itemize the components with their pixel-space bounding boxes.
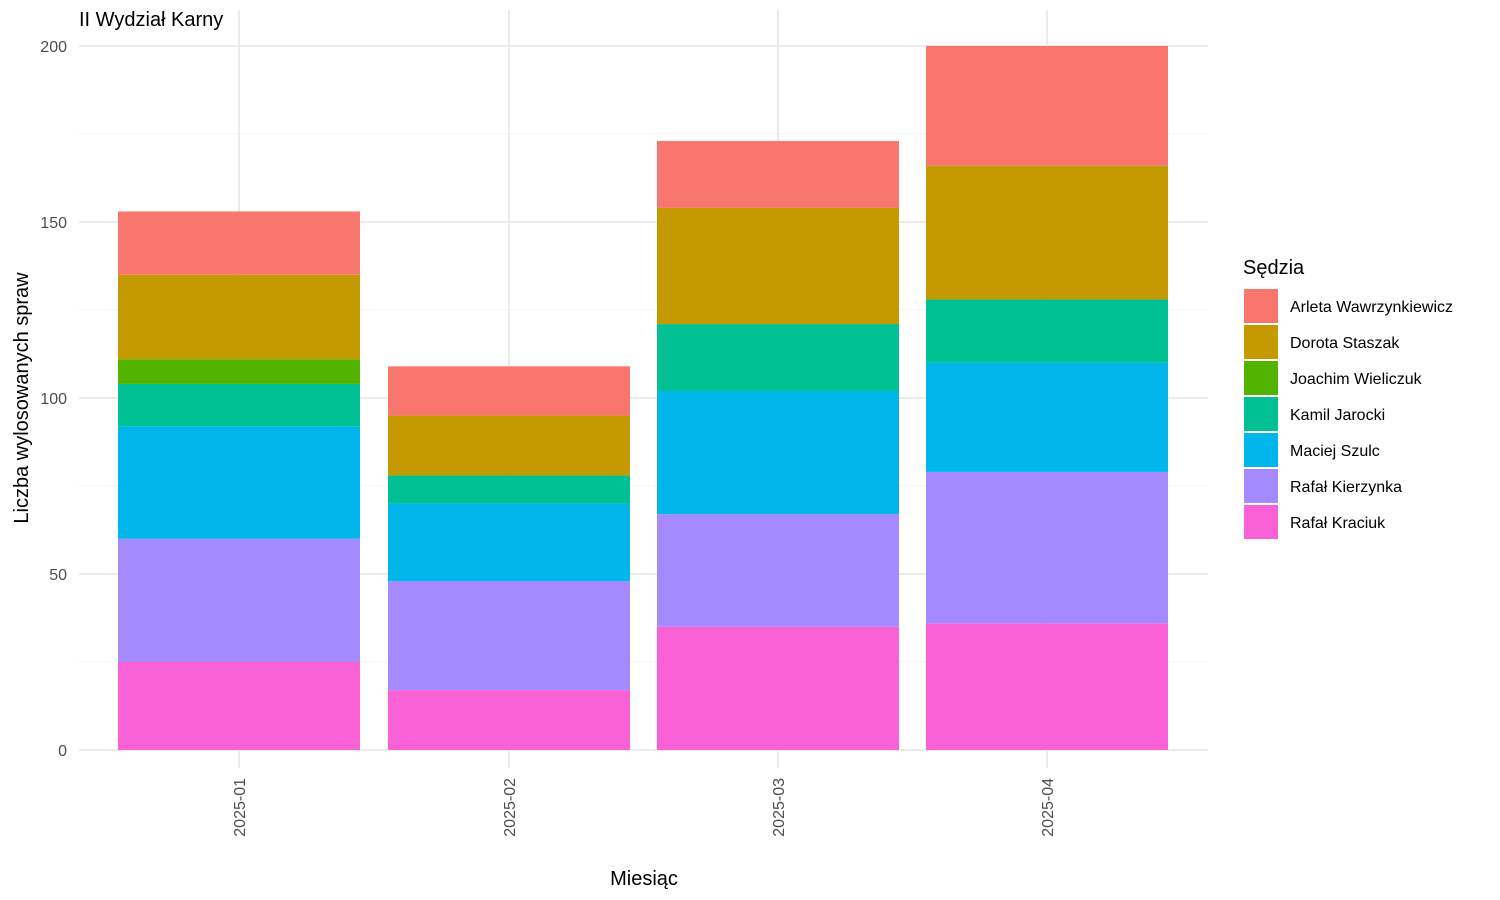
bar-segment [657,207,899,325]
bar-segment [118,359,360,384]
bar-segment [388,503,630,582]
bar-segment [118,211,360,275]
legend-swatch [1244,505,1278,539]
y-tick-label: 200 [40,39,67,56]
y-axis-ticks: 0 50 100 150 200 [40,39,67,760]
bar-segment [657,390,899,515]
bar-segment [926,165,1168,300]
y-tick-label: 100 [40,391,67,408]
y-tick-label: 50 [49,567,67,584]
legend-swatch [1244,469,1278,503]
legend-title: Sędzia [1243,257,1305,279]
x-axis-ticks: 2025-01 2025-02 2025-03 2025-04 [232,778,1057,837]
bar-segment [926,46,1168,166]
bar-segment [657,626,899,750]
bar-segment [118,538,360,662]
legend-label: Joachim Wieliczuk [1290,371,1423,388]
bar-segment [657,141,899,208]
x-tick-label: 2025-01 [232,778,249,837]
bar-segment [657,324,899,391]
x-tick-label: 2025-02 [502,778,519,837]
bar-segment [388,415,630,476]
legend-label: Rafał Kraciuk [1290,515,1386,532]
chart-title: II Wydział Karny [79,9,223,31]
bar-segment [388,690,630,750]
bar-segment [657,514,899,627]
legend-swatch [1244,289,1278,323]
bar-segment [118,426,360,539]
bar-segment [388,475,630,504]
x-tick-label: 2025-04 [1040,778,1057,837]
y-axis-title: Liczba wylosowanych spraw [11,272,33,524]
bar-segment [118,274,360,360]
legend: Sędzia Arleta Wawrzynkiewicz Dorota Stasz… [1243,257,1453,539]
bar-segment [388,366,630,416]
x-tick-label: 2025-03 [771,778,788,837]
bar-segment [926,471,1168,624]
legend-items: Arleta Wawrzynkiewicz Dorota Staszak Joach… [1244,289,1453,539]
y-tick-label: 0 [58,743,67,760]
bar-segment [118,383,360,427]
bar-segment [926,362,1168,472]
legend-swatch [1244,433,1278,467]
legend-label: Maciej Szulc [1290,443,1380,460]
bar-segment [118,662,360,750]
bars-layer [118,46,1168,750]
bar-segment [926,623,1168,750]
bar-segment [388,581,630,691]
legend-swatch [1244,361,1278,395]
legend-label: Dorota Staszak [1290,335,1400,352]
legend-swatch [1244,325,1278,359]
y-tick-label: 150 [40,215,67,232]
legend-label: Rafał Kierzynka [1290,479,1402,496]
legend-label: Kamil Jarocki [1290,407,1385,424]
legend-swatch [1244,397,1278,431]
bar-segment [926,299,1168,363]
x-axis-title: Miesiąc [610,868,678,890]
legend-label: Arleta Wawrzynkiewicz [1290,299,1453,316]
